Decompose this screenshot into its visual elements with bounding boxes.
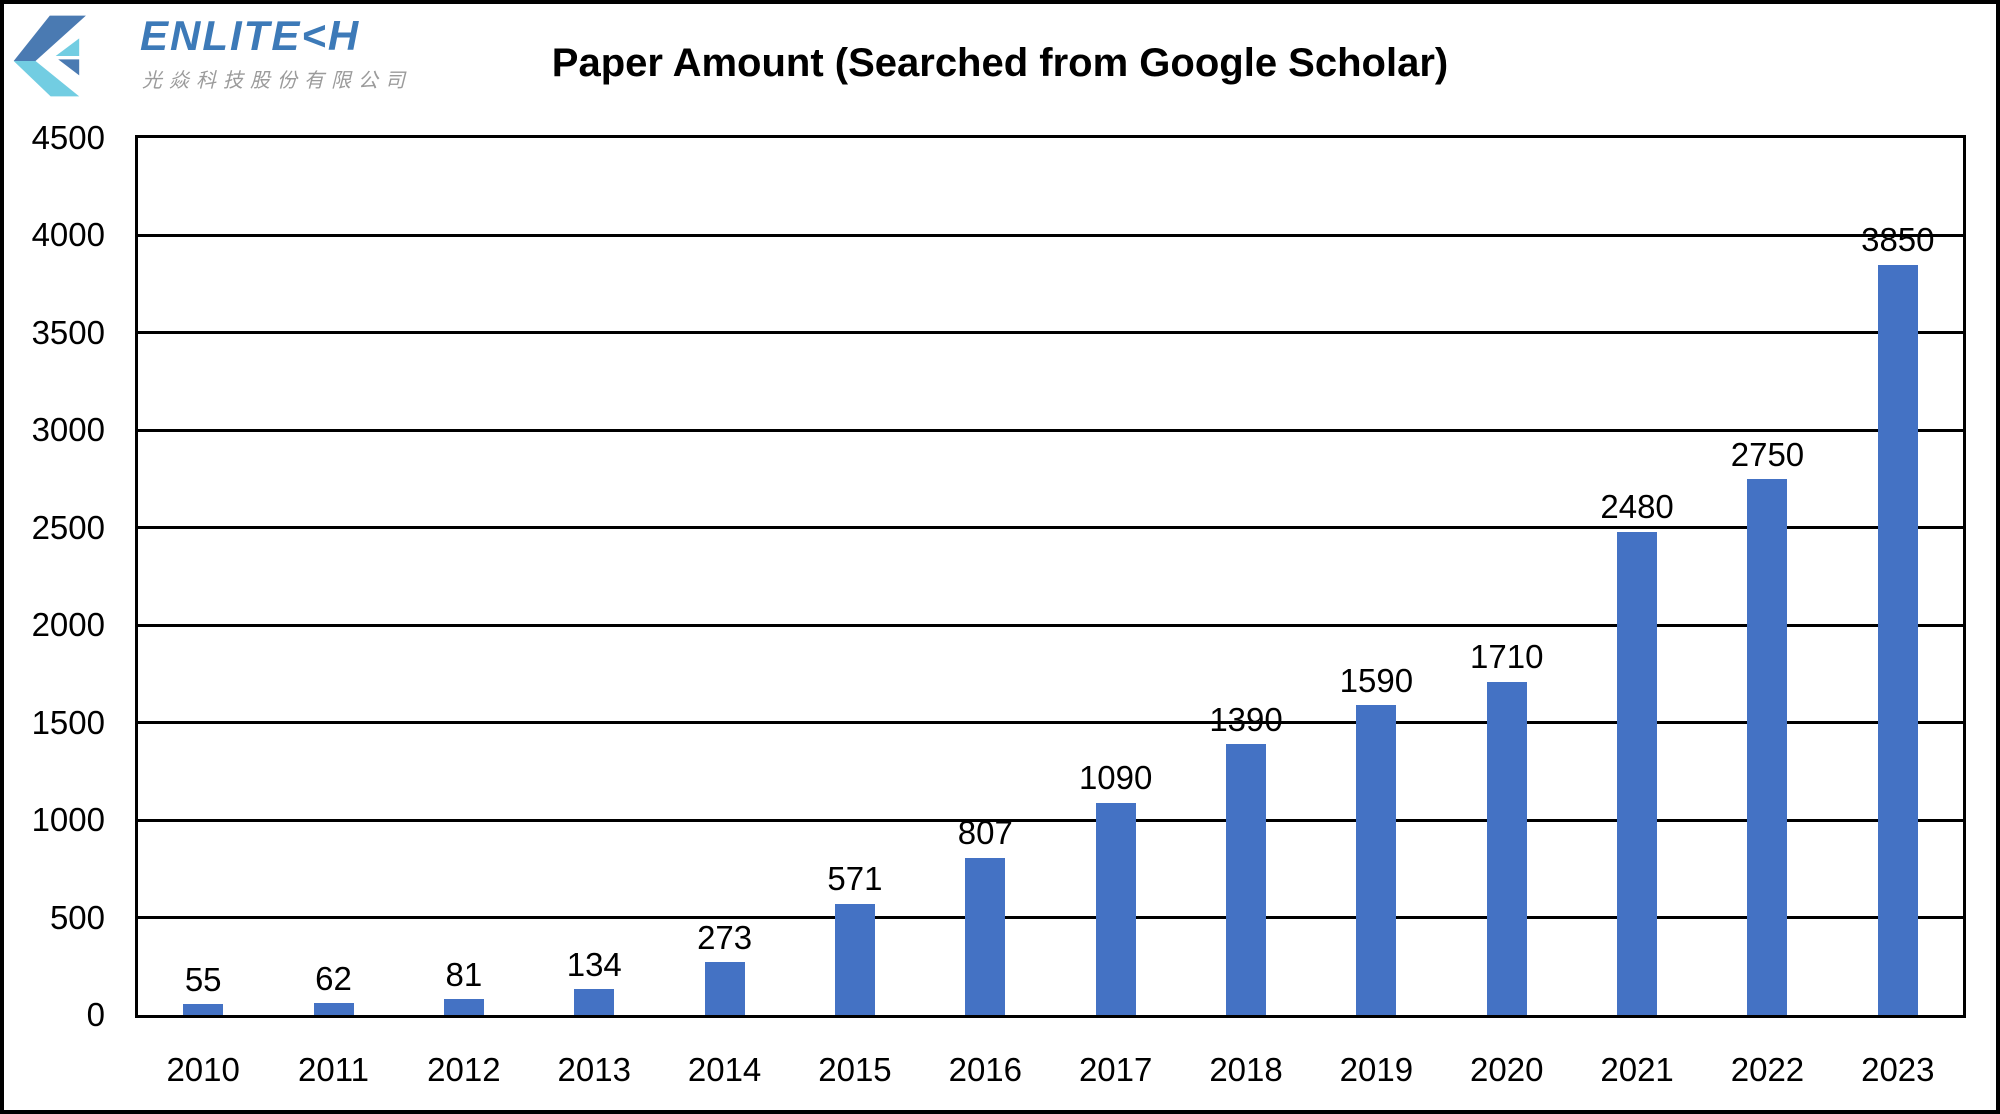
y-axis-tick-label-3500: 3500: [31, 313, 105, 351]
gridline-2000: [138, 623, 1963, 627]
bar-2023: [1877, 264, 1918, 1015]
bar-value-label-2013: 134: [566, 945, 622, 983]
x-axis-tick-label-2023: 2023: [1861, 1051, 1935, 1088]
gridline-1500: [138, 721, 1963, 725]
bar-value-label-2011: 62: [315, 959, 352, 997]
gridline-2500: [138, 526, 1963, 530]
plot-area: 55 62 81 134 273 571 807 1090 1390 1590 1710 2480 27…: [135, 135, 1966, 1018]
y-axis-tick-label-4000: 4000: [31, 216, 105, 254]
y-axis-tick-label-4500: 4500: [31, 119, 105, 156]
bar-value-label-2020: 1710: [1470, 638, 1544, 676]
y-axis-tick-label-1500: 1500: [31, 703, 105, 741]
gridline-3000: [138, 428, 1963, 432]
gridline-4000: [138, 233, 1963, 237]
x-axis-tick-label-2018: 2018: [1209, 1051, 1283, 1088]
bar-2016: [965, 857, 1006, 1015]
brand-name: ENLITE<H: [140, 12, 361, 59]
x-axis-tick-label-2012: 2012: [427, 1051, 501, 1088]
bar-value-label-2015: 571: [827, 860, 883, 898]
bar-value-label-2023: 3850: [1861, 221, 1935, 259]
y-axis-tick-label-0: 0: [86, 996, 105, 1033]
x-axis-tick-label-2015: 2015: [818, 1051, 892, 1088]
bar-2015: [834, 903, 875, 1015]
x-axis-tick-label-2022: 2022: [1730, 1051, 1805, 1088]
bar-2018: [1226, 744, 1267, 1015]
bar-2011: [313, 1002, 354, 1015]
chart-title: Paper Amount (Searched from Google Schol…: [551, 41, 1449, 85]
bar-value-label-2022: 2750: [1730, 435, 1805, 473]
x-axis-tick-label-2016: 2016: [948, 1051, 1023, 1088]
bar-2013: [574, 988, 615, 1015]
bar-value-label-2019: 1590: [1339, 661, 1414, 699]
gridline-3500: [138, 331, 1963, 335]
bar-2012: [443, 999, 484, 1015]
x-axis-tick-label-2010: 2010: [166, 1051, 240, 1088]
y-axis-tick-label-1000: 1000: [31, 801, 105, 839]
bar-2021: [1617, 531, 1658, 1015]
bar-value-label-2018: 1390: [1209, 700, 1283, 738]
gridline-500: [138, 916, 1963, 920]
bar-2020: [1486, 681, 1527, 1015]
gridline-1000: [138, 818, 1963, 822]
enlitech-logo: ENLITE<H 光焱科技股份有限公司: [12, 8, 432, 108]
y-axis-tick-label-2000: 2000: [31, 606, 105, 644]
x-axis-tick-label-2013: 2013: [557, 1051, 631, 1088]
bar-2017: [1095, 802, 1136, 1015]
y-axis-tick-label-2500: 2500: [31, 508, 105, 546]
brand-subtitle: 光焱科技股份有限公司: [142, 70, 412, 92]
bar-value-label-2017: 1090: [1078, 759, 1153, 797]
x-axis-tick-label-2011: 2011: [298, 1051, 370, 1088]
bar-value-label-2021: 2480: [1600, 488, 1674, 526]
bar-value-label-2014: 273: [697, 918, 753, 956]
x-axis-tick-label-2014: 2014: [687, 1051, 762, 1088]
bar-2019: [1356, 705, 1397, 1015]
enlitech-chevron-logo-icon: [13, 15, 86, 97]
x-axis-tick-label-2021: 2021: [1600, 1051, 1674, 1088]
x-axis-tick-label-2019: 2019: [1339, 1051, 1414, 1088]
x-axis-tick-label-2020: 2020: [1470, 1051, 1544, 1088]
bar-value-label-2012: 81: [445, 955, 483, 993]
x-axis-tick-label-2017: 2017: [1078, 1051, 1153, 1088]
bar-2014: [704, 961, 745, 1015]
bar-value-label-2010: 55: [184, 960, 222, 998]
y-axis-tick-label-500: 500: [49, 898, 105, 936]
y-axis-tick-label-3000: 3000: [31, 411, 105, 449]
bar-2010: [183, 1004, 224, 1015]
bar-2022: [1747, 479, 1788, 1015]
bar-value-label-2016: 807: [957, 814, 1013, 852]
